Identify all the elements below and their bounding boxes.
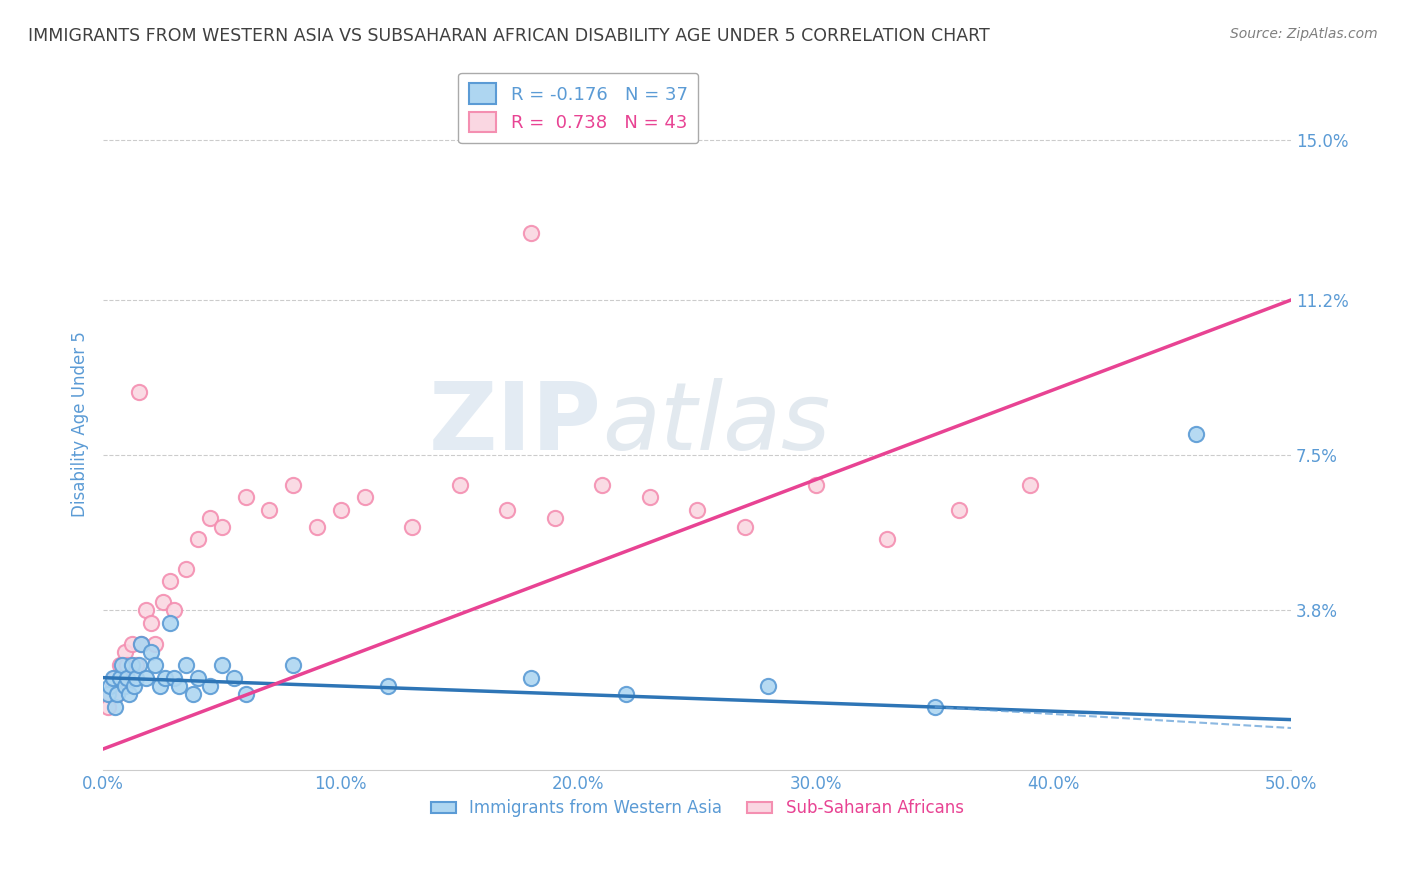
Point (187, 671, 209, 685)
Point (211, 658, 233, 673)
Point (111, 658, 134, 673)
Point (111, 671, 134, 685)
Point (183, 688, 205, 702)
Point (135, 603, 157, 617)
Point (211, 519, 233, 533)
Point (121, 658, 143, 673)
Point (734, 519, 756, 533)
Legend: Immigrants from Western Asia, Sub-Saharan Africans: Immigrants from Western Asia, Sub-Sahara… (425, 793, 970, 824)
Point (115, 658, 138, 673)
Text: IMMIGRANTS FROM WESTERN ASIA VS SUBSAHARAN AFRICAN DISABILITY AGE UNDER 5 CORREL: IMMIGRANTS FROM WESTERN ASIA VS SUBSAHAR… (28, 27, 990, 45)
Point (283, 477, 305, 491)
Point (174, 561, 197, 575)
Point (159, 574, 181, 588)
Point (114, 679, 136, 693)
Point (198, 511, 221, 525)
Point (97, 688, 120, 702)
Point (145, 658, 167, 673)
Point (449, 477, 471, 491)
Point (108, 671, 131, 685)
Point (329, 502, 352, 516)
Point (118, 688, 141, 702)
Point (153, 671, 176, 685)
Point (876, 532, 898, 546)
Point (122, 679, 145, 693)
Point (105, 688, 128, 702)
Point (159, 616, 181, 631)
Point (198, 679, 221, 693)
Point (135, 671, 157, 685)
Point (114, 645, 136, 659)
Point (924, 700, 946, 714)
Point (163, 603, 186, 617)
Point (496, 502, 519, 516)
Point (543, 511, 565, 525)
Point (520, 671, 543, 685)
Y-axis label: Disability Age Under 5: Disability Age Under 5 (72, 331, 89, 516)
Point (129, 637, 152, 651)
Point (97, 700, 120, 714)
Text: Source: ZipAtlas.com: Source: ZipAtlas.com (1230, 27, 1378, 41)
Point (686, 502, 709, 516)
Point (128, 658, 150, 673)
Point (101, 679, 124, 693)
Point (129, 637, 152, 651)
Point (638, 490, 661, 504)
Point (98, 679, 121, 693)
Point (152, 595, 174, 609)
Point (614, 688, 637, 702)
Point (105, 688, 128, 702)
Point (145, 637, 167, 651)
Point (1185, 427, 1208, 442)
Point (139, 645, 162, 659)
Point (948, 502, 970, 516)
Point (104, 671, 127, 685)
Point (591, 477, 613, 491)
Point (139, 616, 162, 631)
Point (125, 658, 148, 673)
Point (222, 671, 245, 685)
Point (163, 671, 186, 685)
Point (108, 658, 131, 673)
Point (401, 519, 423, 533)
Point (115, 671, 138, 685)
Point (149, 679, 172, 693)
Point (104, 700, 127, 714)
Point (305, 519, 328, 533)
Point (758, 679, 780, 693)
Text: atlas: atlas (602, 378, 831, 469)
Point (121, 637, 143, 651)
Point (125, 671, 148, 685)
Point (377, 679, 399, 693)
Point (101, 671, 124, 685)
Point (353, 490, 375, 504)
Point (235, 490, 257, 504)
Point (187, 532, 209, 546)
Point (174, 658, 197, 673)
Point (235, 688, 257, 702)
Point (167, 679, 190, 693)
Point (98, 688, 121, 702)
Point (283, 658, 305, 673)
Text: ZIP: ZIP (429, 377, 602, 470)
Point (520, 226, 543, 240)
Point (128, 385, 150, 400)
Point (259, 502, 281, 516)
Point (804, 477, 827, 491)
Point (1018, 477, 1040, 491)
